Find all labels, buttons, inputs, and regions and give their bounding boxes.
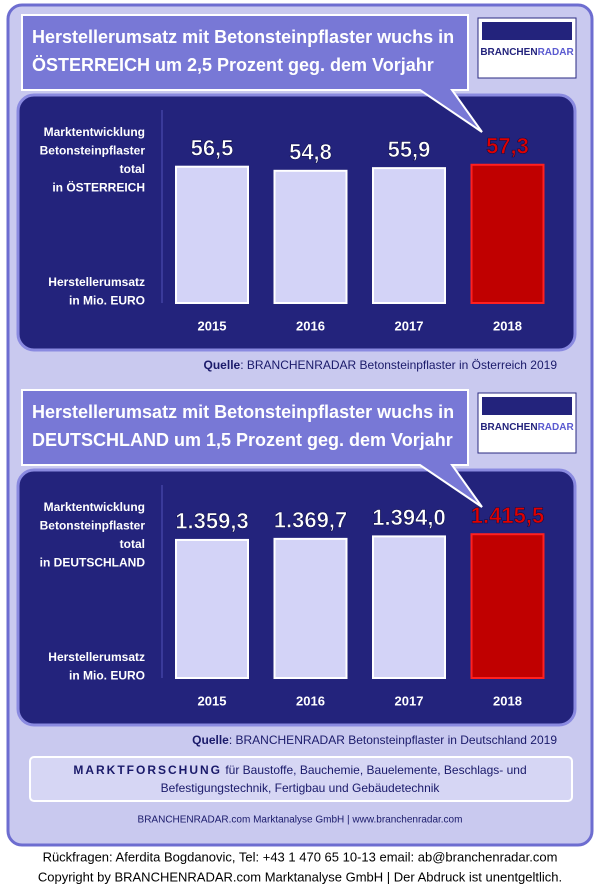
x-tick-label: 2015 bbox=[198, 318, 227, 333]
side-label: in Mio. EURO bbox=[69, 294, 145, 308]
x-tick-label: 2017 bbox=[395, 318, 424, 333]
bar bbox=[470, 533, 545, 680]
logo: BRANCHENRADAR bbox=[480, 47, 574, 58]
x-tick-label: 2016 bbox=[296, 318, 325, 333]
bar bbox=[175, 165, 249, 304]
x-tick-label: 2015 bbox=[198, 693, 227, 708]
company-line: BRANCHENRADAR.com Marktanalyse GmbH | ww… bbox=[138, 815, 463, 826]
chart-title: Herstellerumsatz mit Betonsteinpflaster … bbox=[32, 27, 454, 47]
x-tick-label: 2018 bbox=[493, 693, 522, 708]
logo: BRANCHENRADAR bbox=[480, 422, 574, 433]
source-text: : BRANCHENRADAR Betonsteinpflaster in De… bbox=[229, 733, 557, 747]
side-label: Marktentwicklung bbox=[44, 500, 145, 514]
bar bbox=[175, 538, 249, 680]
chart-title: DEUTSCHLAND um 1,5 Prozent geg. dem Vorj… bbox=[32, 430, 453, 450]
side-label: Marktentwicklung bbox=[44, 125, 145, 139]
x-tick-label: 2016 bbox=[296, 693, 325, 708]
chart-title: Herstellerumsatz mit Betonsteinpflaster … bbox=[32, 402, 454, 422]
footer-line1: MARKTFORSCHUNG für Baustoffe, Bauchemie,… bbox=[73, 763, 526, 777]
source: Quelle: BRANCHENRADAR Betonsteinpflaster… bbox=[204, 358, 558, 372]
value-label: 56,5 bbox=[191, 136, 234, 161]
value-label: 1.394,0 bbox=[372, 505, 445, 530]
footer-box bbox=[29, 756, 573, 802]
chart-title: ÖSTERREICH um 2,5 Prozent geg. dem Vorja… bbox=[32, 55, 434, 75]
side-label: in ÖSTERREICH bbox=[52, 180, 145, 195]
footer-heading: MARKTFORSCHUNG bbox=[73, 763, 222, 777]
source-text: : BRANCHENRADAR Betonsteinpflaster in Ös… bbox=[240, 358, 557, 372]
contact: Rückfragen: Aferdita Bogdanovic, Tel: +4… bbox=[43, 849, 558, 864]
side-label: Herstellerumsatz bbox=[48, 275, 145, 289]
source-label: Quelle bbox=[192, 733, 229, 747]
bar bbox=[372, 167, 446, 304]
bar bbox=[273, 537, 348, 679]
bar bbox=[273, 169, 348, 304]
side-label: total bbox=[120, 162, 145, 176]
side-label: in DEUTSCHLAND bbox=[40, 556, 146, 570]
footer-line2: Befestigungstechnik, Fertigbau und Gebäu… bbox=[161, 781, 441, 795]
value-label: 54,8 bbox=[289, 140, 332, 165]
value-label: 55,9 bbox=[388, 137, 431, 162]
value-label: 1.369,7 bbox=[274, 508, 347, 533]
source: Quelle: BRANCHENRADAR Betonsteinpflaster… bbox=[192, 733, 557, 747]
logo-mark bbox=[482, 22, 572, 40]
logo-part: RADAR bbox=[538, 47, 575, 58]
x-tick-label: 2018 bbox=[493, 318, 522, 333]
title-bubble bbox=[21, 14, 483, 133]
copyright: Copyright by BRANCHENRADAR.com Marktanal… bbox=[38, 869, 562, 884]
side-label: Betonsteinpflaster bbox=[40, 519, 146, 533]
side-label: Herstellerumsatz bbox=[48, 650, 145, 664]
value-label: 57,3 bbox=[486, 134, 529, 159]
logo-part: BRANCHEN bbox=[480, 47, 537, 58]
logo-mark bbox=[482, 397, 572, 415]
side-label: in Mio. EURO bbox=[69, 669, 145, 683]
value-label: 1.359,3 bbox=[175, 509, 248, 534]
logo-part: RADAR bbox=[538, 422, 575, 433]
x-tick-label: 2017 bbox=[395, 693, 424, 708]
side-label: Betonsteinpflaster bbox=[40, 144, 146, 158]
footer-text: für Baustoffe, Bauchemie, Bauelemente, B… bbox=[222, 763, 527, 777]
logo-part: BRANCHEN bbox=[480, 422, 537, 433]
source-label: Quelle bbox=[204, 358, 241, 372]
bar bbox=[470, 163, 545, 304]
side-label: total bbox=[120, 537, 145, 551]
bar bbox=[372, 535, 446, 679]
title-bubble bbox=[21, 389, 483, 508]
value-label: 1.415,5 bbox=[471, 503, 544, 528]
